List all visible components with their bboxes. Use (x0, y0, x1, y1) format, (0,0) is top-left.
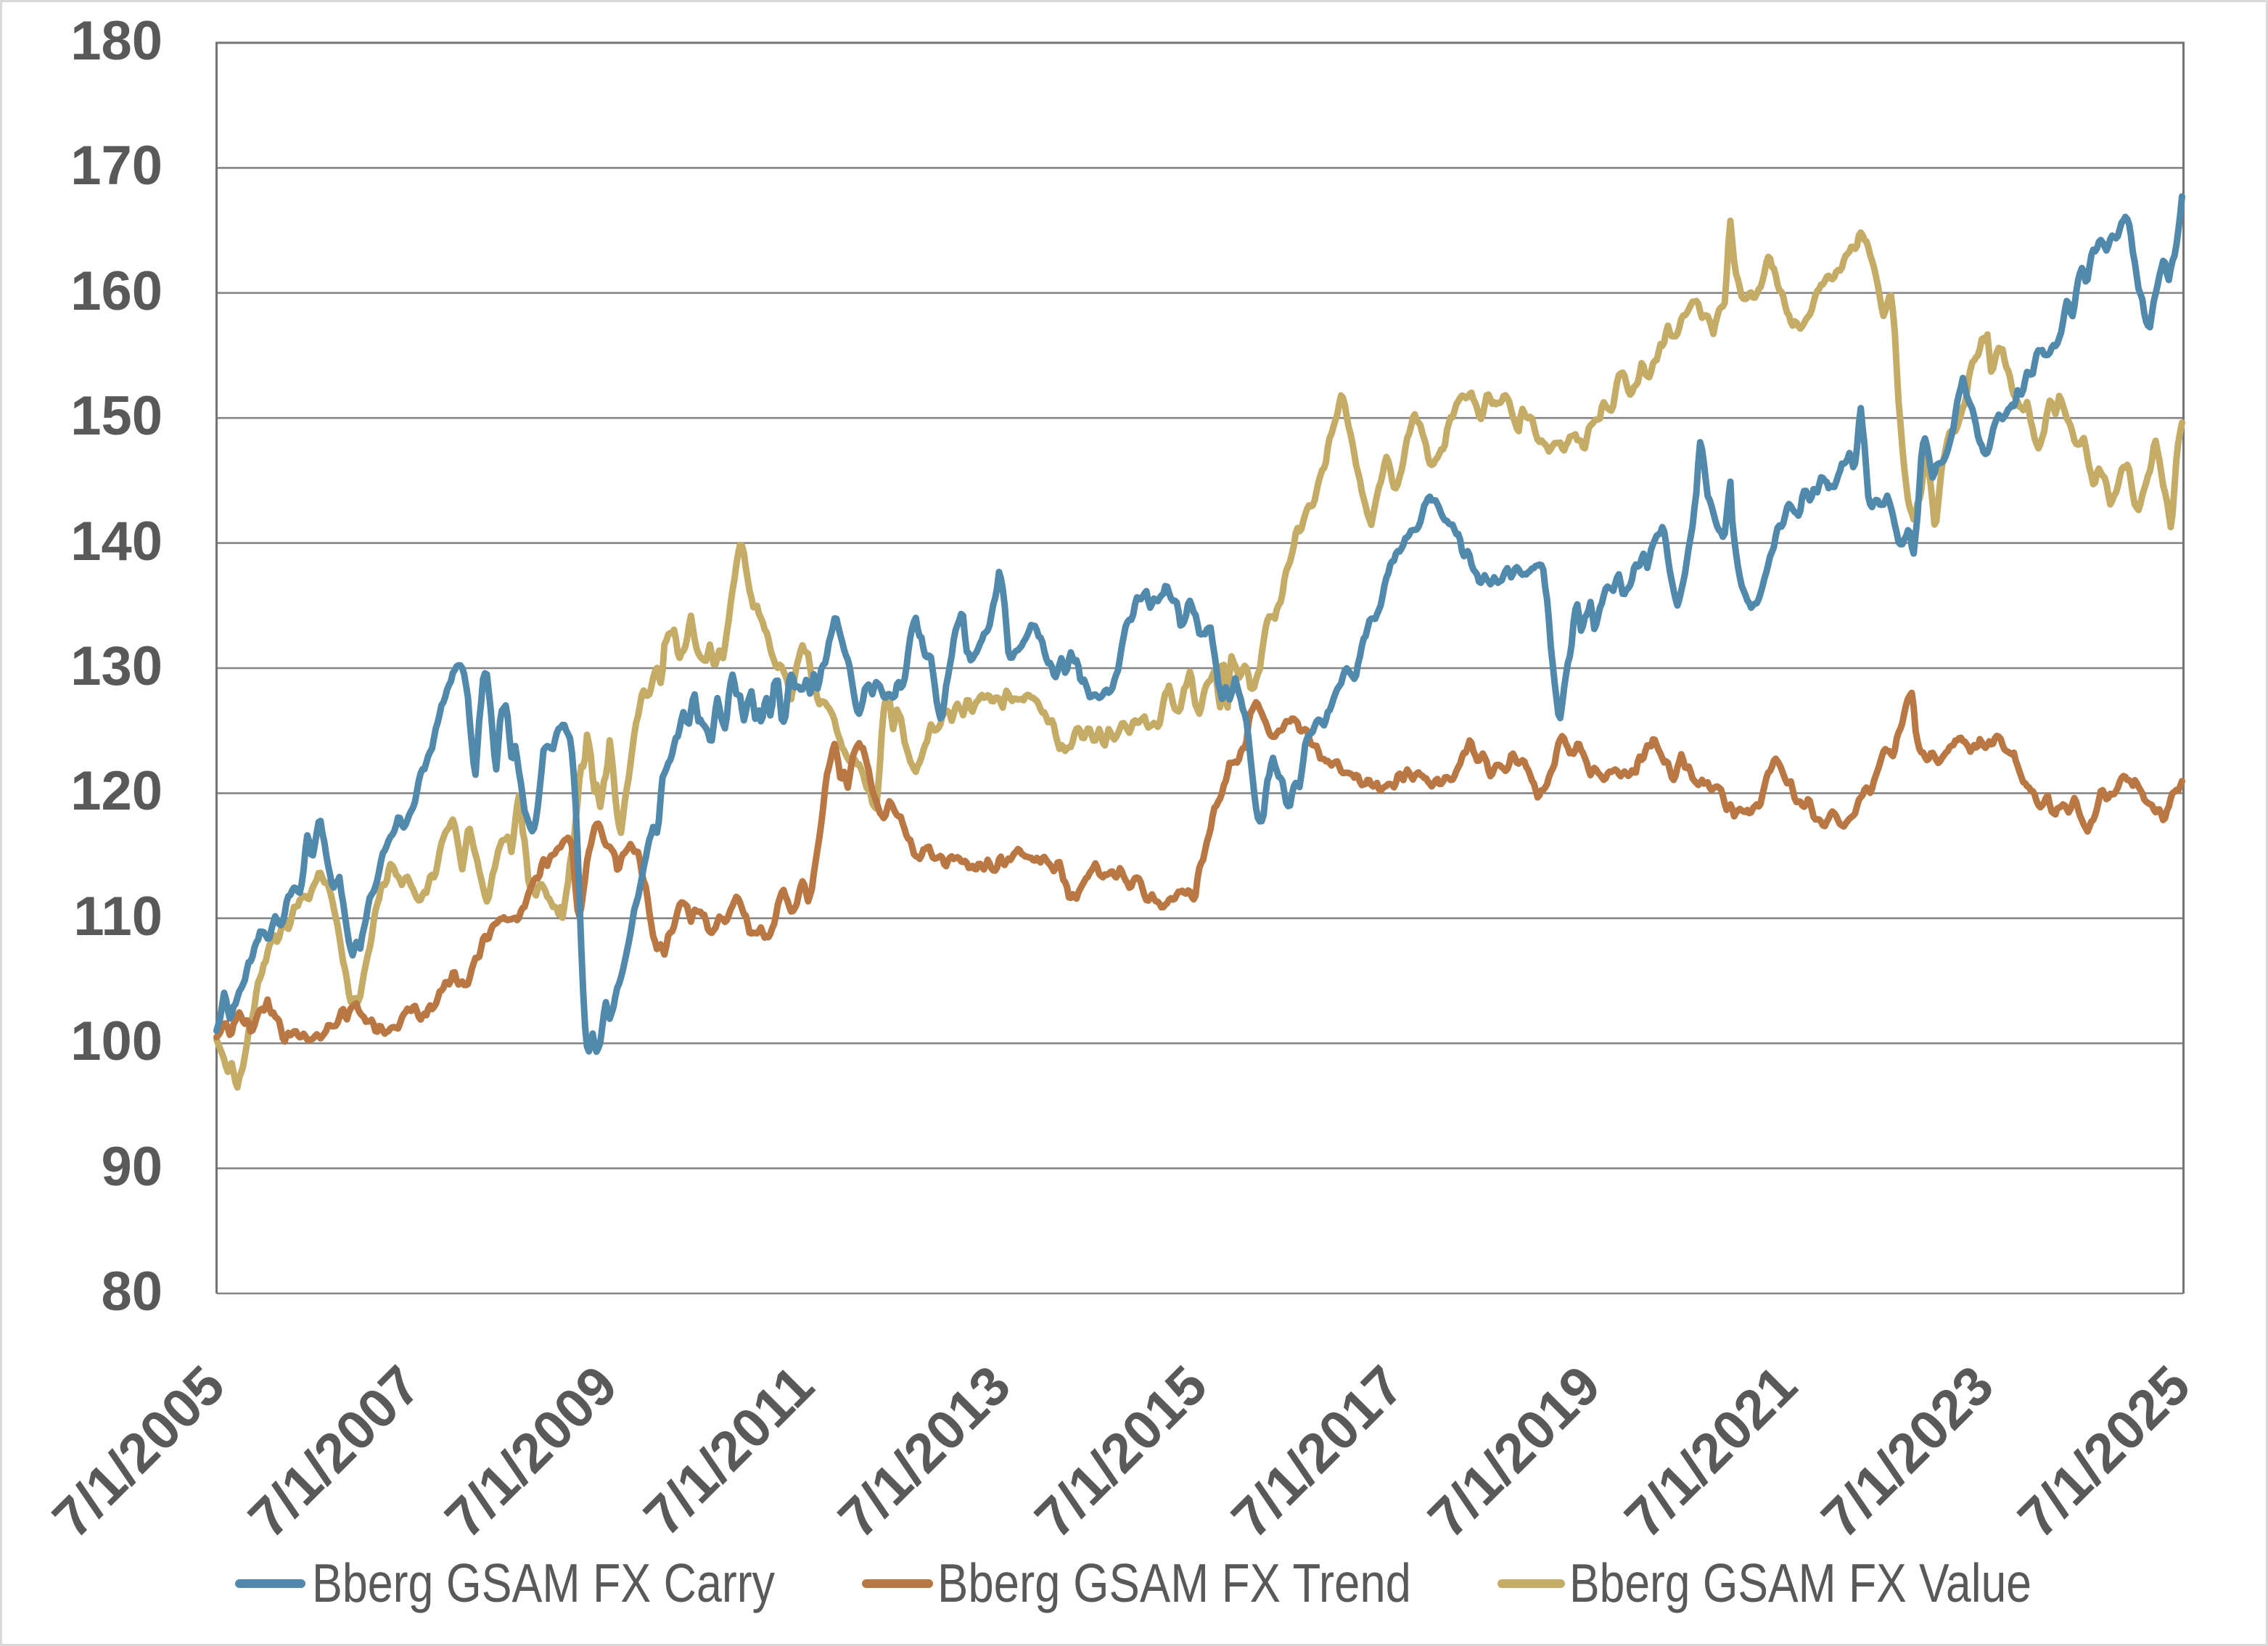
svg-text:170: 170 (70, 135, 163, 197)
svg-text:Bberg GSAM FX Carry: Bberg GSAM FX Carry (312, 1552, 775, 1613)
svg-text:90: 90 (101, 1136, 163, 1198)
svg-text:Bberg GSAM FX Value: Bberg GSAM FX Value (1569, 1552, 2031, 1613)
svg-text:140: 140 (70, 511, 163, 572)
svg-text:120: 120 (70, 760, 163, 822)
svg-text:180: 180 (70, 10, 163, 72)
svg-text:150: 150 (70, 385, 163, 447)
svg-text:110: 110 (73, 886, 163, 947)
svg-text:Bberg GSAM FX Trend: Bberg GSAM FX Trend (937, 1552, 1411, 1613)
svg-text:100: 100 (70, 1011, 163, 1072)
svg-text:130: 130 (70, 635, 163, 697)
svg-text:80: 80 (101, 1261, 163, 1322)
svg-text:160: 160 (70, 260, 163, 322)
